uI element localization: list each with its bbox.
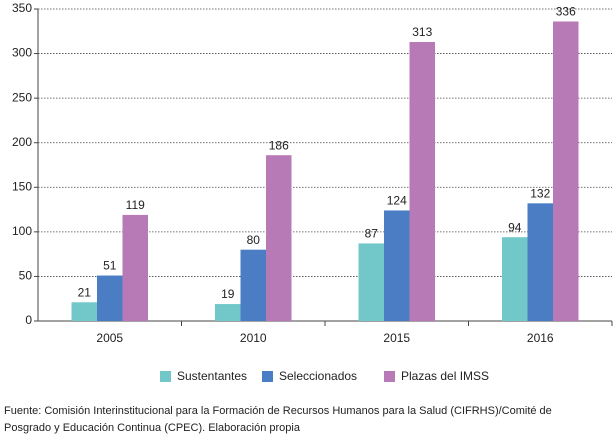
- legend-label: Sustentantes: [177, 369, 247, 383]
- value-label: 132: [530, 187, 550, 201]
- legend-swatch: [160, 371, 171, 382]
- x-tick-label: 2016: [527, 331, 554, 345]
- bar: [71, 302, 97, 321]
- value-label: 51: [103, 259, 117, 273]
- value-label: 336: [556, 5, 576, 19]
- x-tick-label: 2015: [383, 331, 410, 345]
- legend-swatch: [384, 371, 395, 382]
- value-label: 186: [269, 138, 289, 152]
- value-label: 94: [508, 220, 522, 234]
- value-label: 19: [221, 287, 235, 301]
- y-tick-label: 100: [12, 224, 32, 238]
- legend-swatch: [262, 371, 273, 382]
- y-tick-label: 350: [12, 1, 32, 15]
- source-line: Posgrado y Educación Continua (CPEC). El…: [4, 422, 301, 434]
- y-tick-label: 150: [12, 179, 32, 193]
- legend-label: Plazas del IMSS: [401, 369, 489, 383]
- bar: [215, 304, 241, 321]
- y-tick-label: 0: [25, 313, 32, 327]
- y-tick-label: 200: [12, 135, 32, 149]
- bar: [358, 243, 384, 321]
- bar: [122, 214, 148, 321]
- y-tick-label: 50: [19, 269, 33, 283]
- legend-label: Seleccionados: [279, 369, 357, 383]
- value-label: 87: [365, 227, 379, 241]
- value-label: 119: [126, 198, 145, 212]
- value-label: 124: [387, 194, 407, 208]
- bar: [97, 275, 123, 321]
- bar: [527, 203, 553, 321]
- y-tick-label: 300: [12, 46, 32, 60]
- source-line: Fuente: Comisión Interinstitucional para…: [4, 405, 552, 417]
- bar: [502, 237, 528, 321]
- bar: [409, 41, 435, 322]
- bar: [384, 210, 410, 321]
- y-tick-label: 250: [12, 90, 32, 104]
- value-label: 80: [247, 233, 261, 247]
- value-label: 21: [78, 285, 92, 299]
- bar: [553, 21, 579, 321]
- bar: [240, 249, 266, 321]
- x-tick-label: 2005: [96, 331, 123, 345]
- x-tick-label: 2010: [240, 331, 267, 345]
- bar: [266, 155, 292, 321]
- value-label: 313: [412, 25, 432, 39]
